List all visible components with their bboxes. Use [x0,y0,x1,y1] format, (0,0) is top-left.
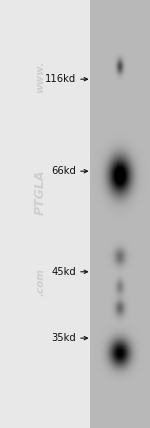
Text: 66kd: 66kd [52,166,76,176]
Text: www.: www. [36,61,45,93]
Text: .com: .com [36,268,45,297]
Text: 35kd: 35kd [52,333,76,343]
Text: 116kd: 116kd [45,74,76,84]
Text: PTGLA: PTGLA [34,170,47,215]
Text: 45kd: 45kd [52,267,76,277]
